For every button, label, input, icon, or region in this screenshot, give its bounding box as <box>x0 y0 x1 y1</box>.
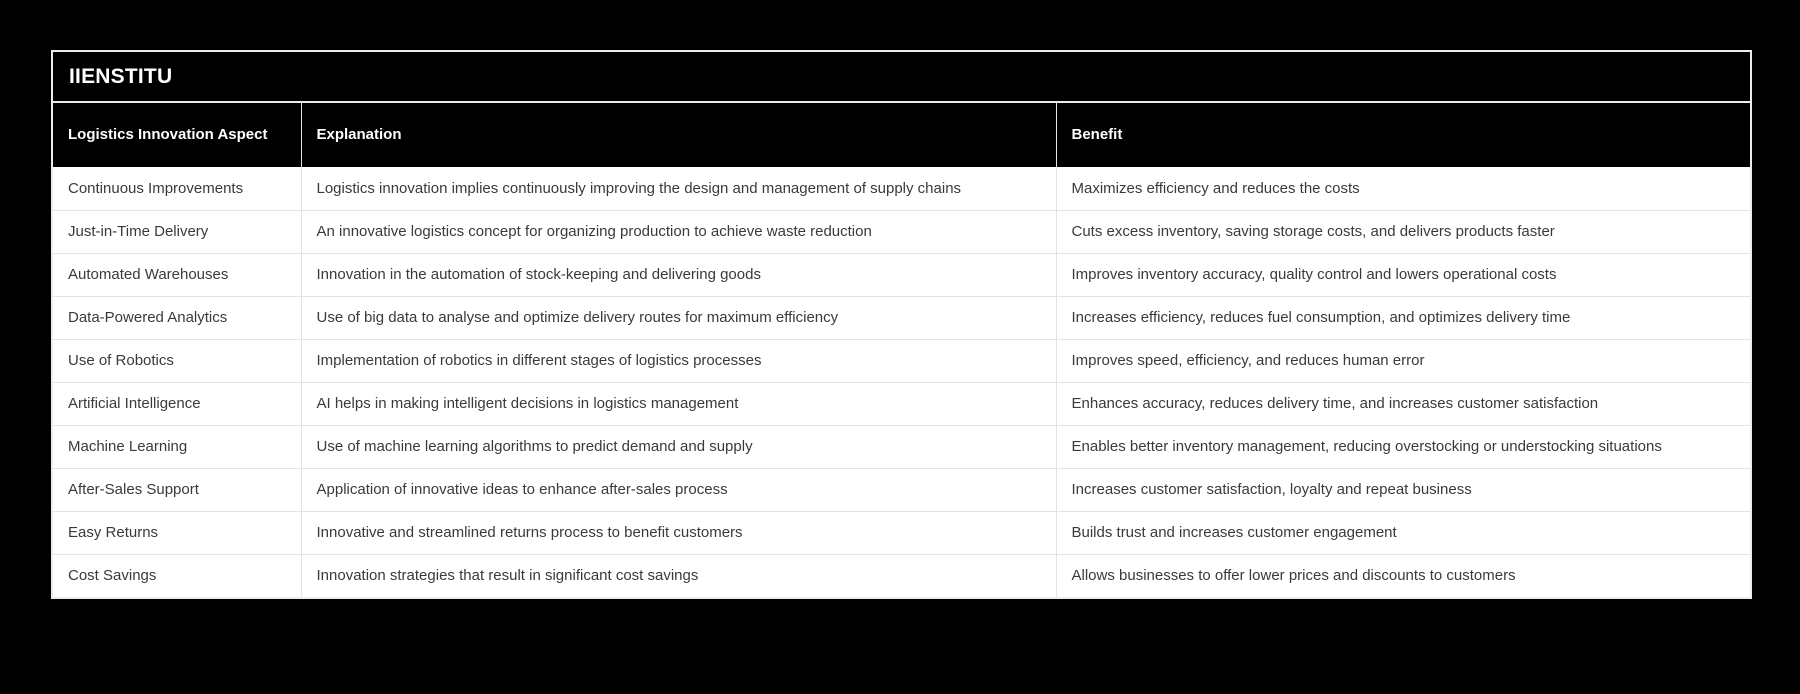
explanation-cell: Innovation strategies that result in sig… <box>301 553 1057 597</box>
explanation-cell: Application of innovative ideas to enhan… <box>301 467 1057 511</box>
table-body: Continuous Improvements Logistics innovat… <box>53 167 1750 597</box>
table-row: Continuous Improvements Logistics innovat… <box>53 167 1750 210</box>
table-row: Easy Returns Innovative and streamlined r… <box>53 510 1750 554</box>
benefit-cell: Enhances accuracy, reduces delivery time… <box>1056 381 1750 425</box>
table-row: Artificial Intelligence AI helps in makin… <box>53 381 1750 425</box>
table-row: Machine Learning Use of machine learning … <box>53 424 1750 468</box>
aspect-cell: Automated Warehouses <box>53 252 302 296</box>
logistics-innovation-table: Logistics Innovation Aspect Explanation … <box>53 103 1750 597</box>
benefit-cell: Improves inventory accuracy, quality con… <box>1056 252 1750 296</box>
benefit-cell: Enables better inventory management, red… <box>1056 424 1750 468</box>
explanation-cell: Use of big data to analyse and optimize … <box>301 295 1057 339</box>
table-row: Automated Warehouses Innovation in the au… <box>53 252 1750 296</box>
aspect-cell: Artificial Intelligence <box>53 381 302 425</box>
benefit-cell: Improves speed, efficiency, and reduces … <box>1056 338 1750 382</box>
header-cell-benefit: Benefit <box>1056 103 1750 167</box>
benefit-cell: Increases efficiency, reduces fuel consu… <box>1056 295 1750 339</box>
table-header: Logistics Innovation Aspect Explanation … <box>53 103 1750 167</box>
table-row: After-Sales Support Application of innova… <box>53 467 1750 511</box>
aspect-cell: Continuous Improvements <box>53 167 302 210</box>
explanation-cell: Logistics innovation implies continuousl… <box>301 167 1057 210</box>
benefit-cell: Maximizes efficiency and reduces the cos… <box>1056 167 1750 210</box>
aspect-cell: After-Sales Support <box>53 467 302 511</box>
explanation-cell: Innovation in the automation of stock-ke… <box>301 252 1057 296</box>
explanation-cell: Innovative and streamlined returns proce… <box>301 510 1057 554</box>
aspect-cell: Easy Returns <box>53 510 302 554</box>
header-row: Logistics Innovation Aspect Explanation … <box>53 103 1750 167</box>
header-cell-explanation: Explanation <box>301 103 1057 167</box>
table-row: Data-Powered Analytics Use of big data to… <box>53 295 1750 339</box>
aspect-cell: Machine Learning <box>53 424 302 468</box>
benefit-cell: Cuts excess inventory, saving storage co… <box>1056 209 1750 253</box>
aspect-cell: Cost Savings <box>53 553 302 597</box>
benefit-cell: Builds trust and increases customer enga… <box>1056 510 1750 554</box>
benefit-cell: Increases customer satisfaction, loyalty… <box>1056 467 1750 511</box>
aspect-cell: Just-in-Time Delivery <box>53 209 302 253</box>
aspect-cell: Use of Robotics <box>53 338 302 382</box>
header-cell-aspect: Logistics Innovation Aspect <box>53 103 302 167</box>
table-row: Use of Robotics Implementation of robotic… <box>53 338 1750 382</box>
explanation-cell: An innovative logistics concept for orga… <box>301 209 1057 253</box>
card-title: IIENSTITU <box>69 64 173 88</box>
card-title-bar: IIENSTITU <box>53 52 1750 103</box>
aspect-cell: Data-Powered Analytics <box>53 295 302 339</box>
benefit-cell: Allows businesses to offer lower prices … <box>1056 553 1750 597</box>
explanation-cell: Implementation of robotics in different … <box>301 338 1057 382</box>
table-row: Cost Savings Innovation strategies that r… <box>53 553 1750 597</box>
explanation-cell: Use of machine learning algorithms to pr… <box>301 424 1057 468</box>
explanation-cell: AI helps in making intelligent decisions… <box>301 381 1057 425</box>
table-card: IIENSTITU Logistics Innovation Aspect Ex… <box>51 50 1752 599</box>
table-row: Just-in-Time Delivery An innovative logis… <box>53 209 1750 253</box>
